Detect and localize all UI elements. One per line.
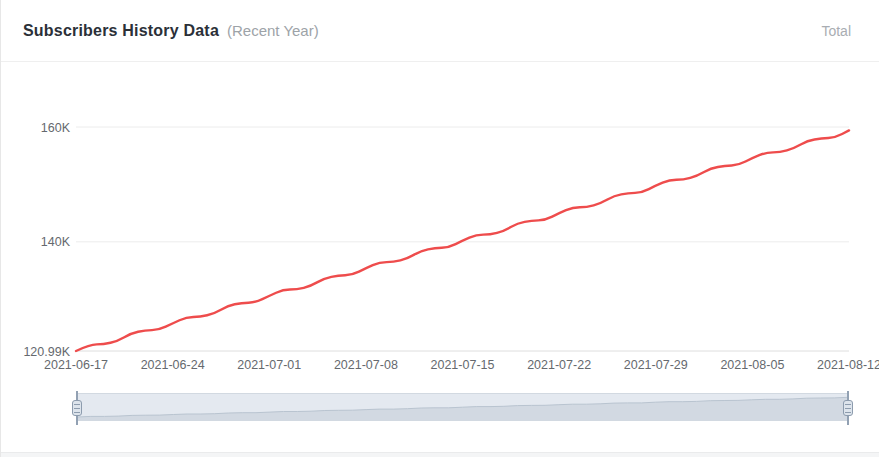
x-axis-label: 2021-07-08 [334, 358, 398, 372]
card-bottom-edge [1, 452, 879, 457]
data-zoom-left-handle[interactable] [76, 391, 78, 425]
data-zoom-slider[interactable] [76, 393, 849, 421]
data-zoom-overview-chart [77, 394, 848, 420]
x-axis-label: 2021-08-12 [817, 358, 879, 372]
x-axis-label: 2021-07-01 [237, 358, 301, 372]
x-axis-label: 2021-08-05 [720, 358, 784, 372]
subscribers-series-line [76, 130, 849, 351]
x-axis-label: 2021-07-15 [431, 358, 495, 372]
y-axis-label: 140K [41, 235, 71, 249]
left-handle-grip-icon[interactable] [72, 400, 82, 416]
total-label: Total [821, 23, 851, 39]
page-title: Subscribers History Data [23, 22, 219, 40]
data-zoom-right-handle[interactable] [847, 391, 849, 425]
x-axis-label: 2021-06-17 [44, 358, 108, 372]
x-axis-label: 2021-07-22 [527, 358, 591, 372]
chart-area: 120.99K140K160K2021-06-172021-06-242021-… [1, 62, 879, 457]
x-axis-label: 2021-06-24 [141, 358, 205, 372]
x-axis: 2021-06-17 2021-06-24 2021-07-01 2021-07-08… [44, 358, 879, 372]
y-axis-label: 160K [41, 121, 71, 135]
card-header: Subscribers History Data (Recent Year) T… [1, 0, 879, 62]
x-axis-label: 2021-07-29 [624, 358, 688, 372]
page-subtitle: (Recent Year) [227, 22, 319, 39]
y-axis-label: 120.99K [23, 345, 70, 359]
subscribers-history-card: Subscribers History Data (Recent Year) T… [0, 0, 879, 457]
y-axis: 120.99K 140K 160K [23, 121, 849, 359]
right-handle-grip-icon[interactable] [843, 400, 853, 416]
